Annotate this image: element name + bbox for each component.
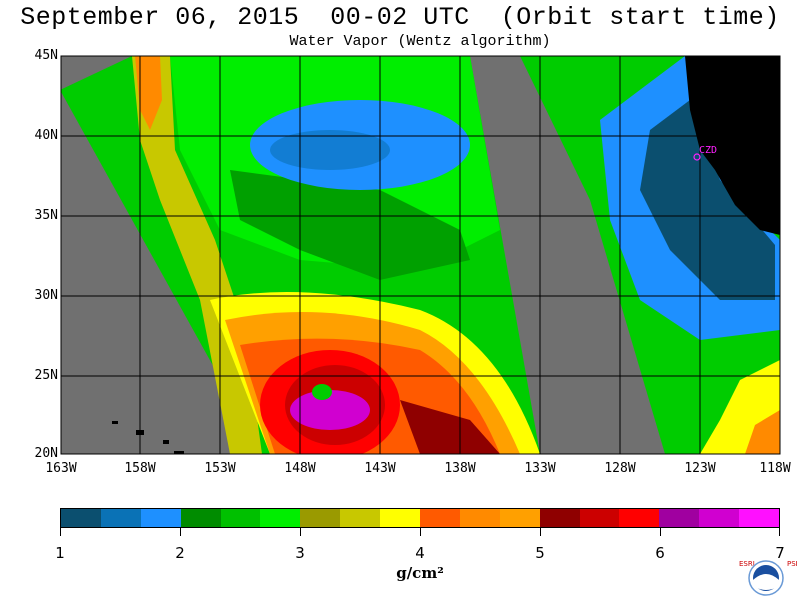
lon-label: 118W [759, 461, 791, 476]
east-swath-orange [745, 410, 780, 454]
lat-lon-grid [61, 56, 780, 454]
lon-label: 143W [364, 461, 396, 476]
colorbar-swatch [420, 509, 460, 527]
logo-left-text: ESRL [739, 560, 757, 568]
logo-right-text: PSD [787, 560, 797, 568]
lat-label: 20N [34, 446, 58, 461]
colorbar-tick [540, 528, 541, 536]
colorbar [60, 508, 780, 528]
east-swath-dark-blue [640, 100, 775, 300]
north-america-land [685, 56, 780, 235]
hurricane-eye [312, 384, 332, 400]
colorbar-swatch [380, 509, 421, 527]
colorbar-swatch [699, 509, 740, 527]
colorbar-swatch [539, 509, 580, 527]
colorbar-tick-label: 7 [775, 544, 785, 562]
lat-label: 25N [34, 368, 58, 383]
lon-label: 138W [444, 461, 476, 476]
colorbar-swatch [100, 509, 141, 527]
colorbar-swatch [739, 509, 780, 527]
colorbar-swatch [300, 509, 341, 527]
colorbar-tick-label: 2 [175, 544, 185, 562]
colorbar-unit: g/cm² [396, 564, 444, 582]
lat-label: 40N [34, 128, 58, 143]
czd-station-label: CZD [699, 145, 718, 156]
lon-label: 123W [684, 461, 716, 476]
colorbar-tick [420, 528, 421, 536]
colorbar-swatch [499, 509, 540, 527]
west-edge-band [132, 56, 262, 454]
noaa-logo: ESRL PSD [739, 560, 797, 596]
map-frame [60, 55, 781, 455]
lon-label: 148W [284, 461, 316, 476]
lon-label: 153W [204, 461, 236, 476]
colorbar-tick [660, 528, 661, 536]
colorbar-swatch [260, 509, 301, 527]
southeast-dark-red [400, 400, 500, 454]
colorbar-tick-label: 5 [535, 544, 545, 562]
colorbar-tick [779, 528, 780, 536]
lon-label: 163W [45, 461, 77, 476]
colorbar-tick [180, 528, 181, 536]
colorbar-tick [60, 528, 61, 536]
colorbar-swatch [579, 509, 620, 527]
map-subtitle: Water Vapor (Wentz algorithm) [289, 33, 551, 50]
colorbar-swatch [61, 509, 101, 527]
colorbar-swatch [180, 509, 221, 527]
west-swath-dark-green [230, 170, 470, 280]
colorbar-tick-label: 1 [55, 544, 65, 562]
colorbar-swatch [140, 509, 181, 527]
colorbar-tick-label: 6 [655, 544, 665, 562]
colorbar-swatch [659, 509, 700, 527]
colorbar-tick [300, 528, 301, 536]
colorbar-tick-label: 3 [295, 544, 305, 562]
colorbar-swatch [459, 509, 500, 527]
colorbar-swatch [619, 509, 660, 527]
lat-label: 30N [34, 288, 58, 303]
hurricane-magenta [290, 390, 370, 430]
czd-station-marker [693, 153, 701, 161]
colorbar-swatch [340, 509, 381, 527]
lon-label: 133W [524, 461, 556, 476]
lat-label: 35N [34, 208, 58, 223]
lon-label: 158W [124, 461, 156, 476]
map-title: September 06, 2015 00-02 UTC (Orbit star… [20, 3, 780, 32]
west-edge-orange [135, 56, 162, 130]
lon-label: 128W [604, 461, 636, 476]
colorbar-swatch [220, 509, 261, 527]
colorbar-tick-label: 4 [415, 544, 425, 562]
lat-label: 45N [34, 48, 58, 63]
